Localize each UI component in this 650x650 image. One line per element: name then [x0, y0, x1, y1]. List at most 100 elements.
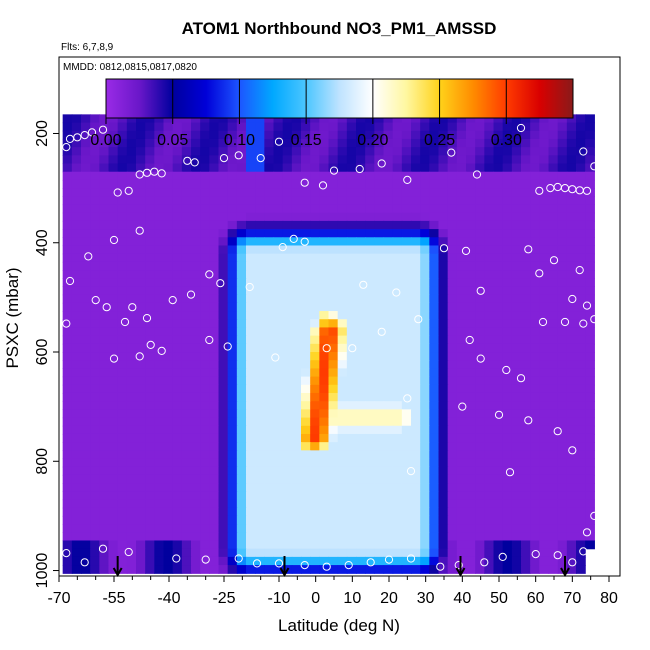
heatmap-cell — [557, 515, 568, 525]
heatmap-cell — [493, 474, 504, 484]
heatmap-cell — [62, 565, 73, 574]
heatmap-cell — [62, 401, 73, 410]
heatmap-cell — [319, 532, 330, 542]
position-arrows — [112, 556, 570, 578]
heatmap-cell — [282, 130, 293, 140]
heatmap-cell — [81, 245, 91, 255]
heatmap-cell — [236, 122, 247, 132]
heatmap-cell — [273, 278, 284, 288]
heatmap-cell — [282, 466, 293, 476]
heatmap-cell — [301, 261, 311, 271]
heatmap-cell — [420, 466, 430, 476]
heatmap-cell — [126, 425, 137, 435]
heatmap-cell — [576, 270, 586, 279]
heatmap-cell — [585, 163, 595, 173]
heatmap-cell — [557, 442, 568, 451]
heatmap-cell — [172, 392, 183, 402]
heatmap-cell — [81, 294, 91, 304]
heatmap-cell — [236, 229, 247, 238]
heatmap-cell — [200, 196, 210, 206]
heatmap-cell — [319, 507, 330, 517]
heatmap-cell — [301, 384, 311, 394]
heatmap-cell — [539, 171, 550, 181]
heatmap-cell — [200, 163, 210, 173]
heatmap-cell — [511, 253, 522, 263]
sample-point — [377, 327, 386, 336]
heatmap-cell — [255, 196, 265, 206]
heatmap-cell — [557, 212, 568, 222]
heatmap-cell — [493, 401, 504, 410]
heatmap-cell — [557, 401, 568, 410]
heatmap-cell — [484, 524, 495, 533]
heatmap-cell — [438, 261, 449, 271]
heatmap-cell — [191, 450, 201, 460]
heatmap-cell — [90, 507, 100, 517]
heatmap-cell — [90, 188, 100, 197]
heatmap-cell — [163, 368, 174, 378]
heatmap-cell — [392, 565, 403, 574]
sample-point — [553, 551, 562, 560]
heatmap-cell — [401, 466, 412, 476]
heatmap-cell — [154, 335, 165, 345]
heatmap-cell — [282, 163, 293, 173]
heatmap-cell — [71, 163, 82, 173]
heatmap-cell — [356, 548, 366, 558]
heatmap-cell — [493, 376, 504, 386]
heatmap-cell — [62, 155, 73, 165]
heatmap-cell — [548, 138, 559, 148]
heatmap-cell — [511, 311, 522, 320]
heatmap-cell — [521, 376, 531, 386]
heatmap-cell — [191, 319, 201, 329]
heatmap-cell — [62, 163, 73, 173]
heatmap-cell — [374, 401, 385, 410]
heatmap-cell — [264, 229, 275, 238]
heatmap-cell — [530, 204, 540, 214]
sample-point — [186, 290, 196, 299]
heatmap-cell — [108, 540, 119, 550]
heatmap-cell — [411, 114, 421, 124]
heatmap-cell — [466, 114, 476, 124]
heatmap-cell — [163, 253, 174, 263]
heatmap-cell — [346, 401, 357, 410]
heatmap-cell — [62, 532, 73, 542]
heatmap-cell — [548, 278, 559, 288]
heatmap-cell — [71, 524, 82, 533]
heatmap-cell — [200, 515, 210, 525]
heatmap-cell — [530, 409, 540, 419]
heatmap-cell — [264, 155, 275, 165]
heatmap-cell — [99, 409, 110, 419]
heatmap-cell — [383, 261, 394, 271]
heatmap-cell — [218, 433, 229, 443]
heatmap-cell — [117, 548, 128, 558]
heatmap-cell — [291, 294, 302, 304]
heatmap-cell — [246, 532, 256, 542]
heatmap-cell — [356, 425, 366, 435]
heatmap-cell — [218, 409, 229, 419]
x-tick-label: -25 — [212, 590, 235, 607]
heatmap-cell — [126, 335, 137, 345]
heatmap-cell — [557, 237, 568, 247]
heatmap-cell — [502, 507, 513, 517]
heatmap-cell — [475, 212, 485, 222]
heatmap-cell — [264, 466, 275, 476]
heatmap-cell — [337, 327, 348, 337]
heatmap-cell — [145, 483, 155, 492]
heatmap-cell — [136, 417, 146, 427]
sample-point — [252, 559, 262, 568]
heatmap-cell — [447, 442, 458, 451]
heatmap-cell — [502, 270, 513, 279]
heatmap-cell — [493, 204, 504, 214]
heatmap-cell — [539, 442, 550, 451]
heatmap-cell — [181, 270, 192, 279]
heatmap-cell — [356, 138, 366, 148]
heatmap-cell — [475, 163, 485, 173]
heatmap-cell — [429, 376, 440, 386]
heatmap-cell — [227, 384, 238, 394]
heatmap-cell — [576, 515, 586, 525]
heatmap-cell — [438, 114, 449, 124]
heatmap-cell — [328, 450, 339, 460]
x-tick-label: 20 — [380, 590, 398, 607]
heatmap-cell — [365, 253, 375, 263]
heatmap-cell — [502, 286, 513, 296]
heatmap-cell — [337, 540, 348, 550]
